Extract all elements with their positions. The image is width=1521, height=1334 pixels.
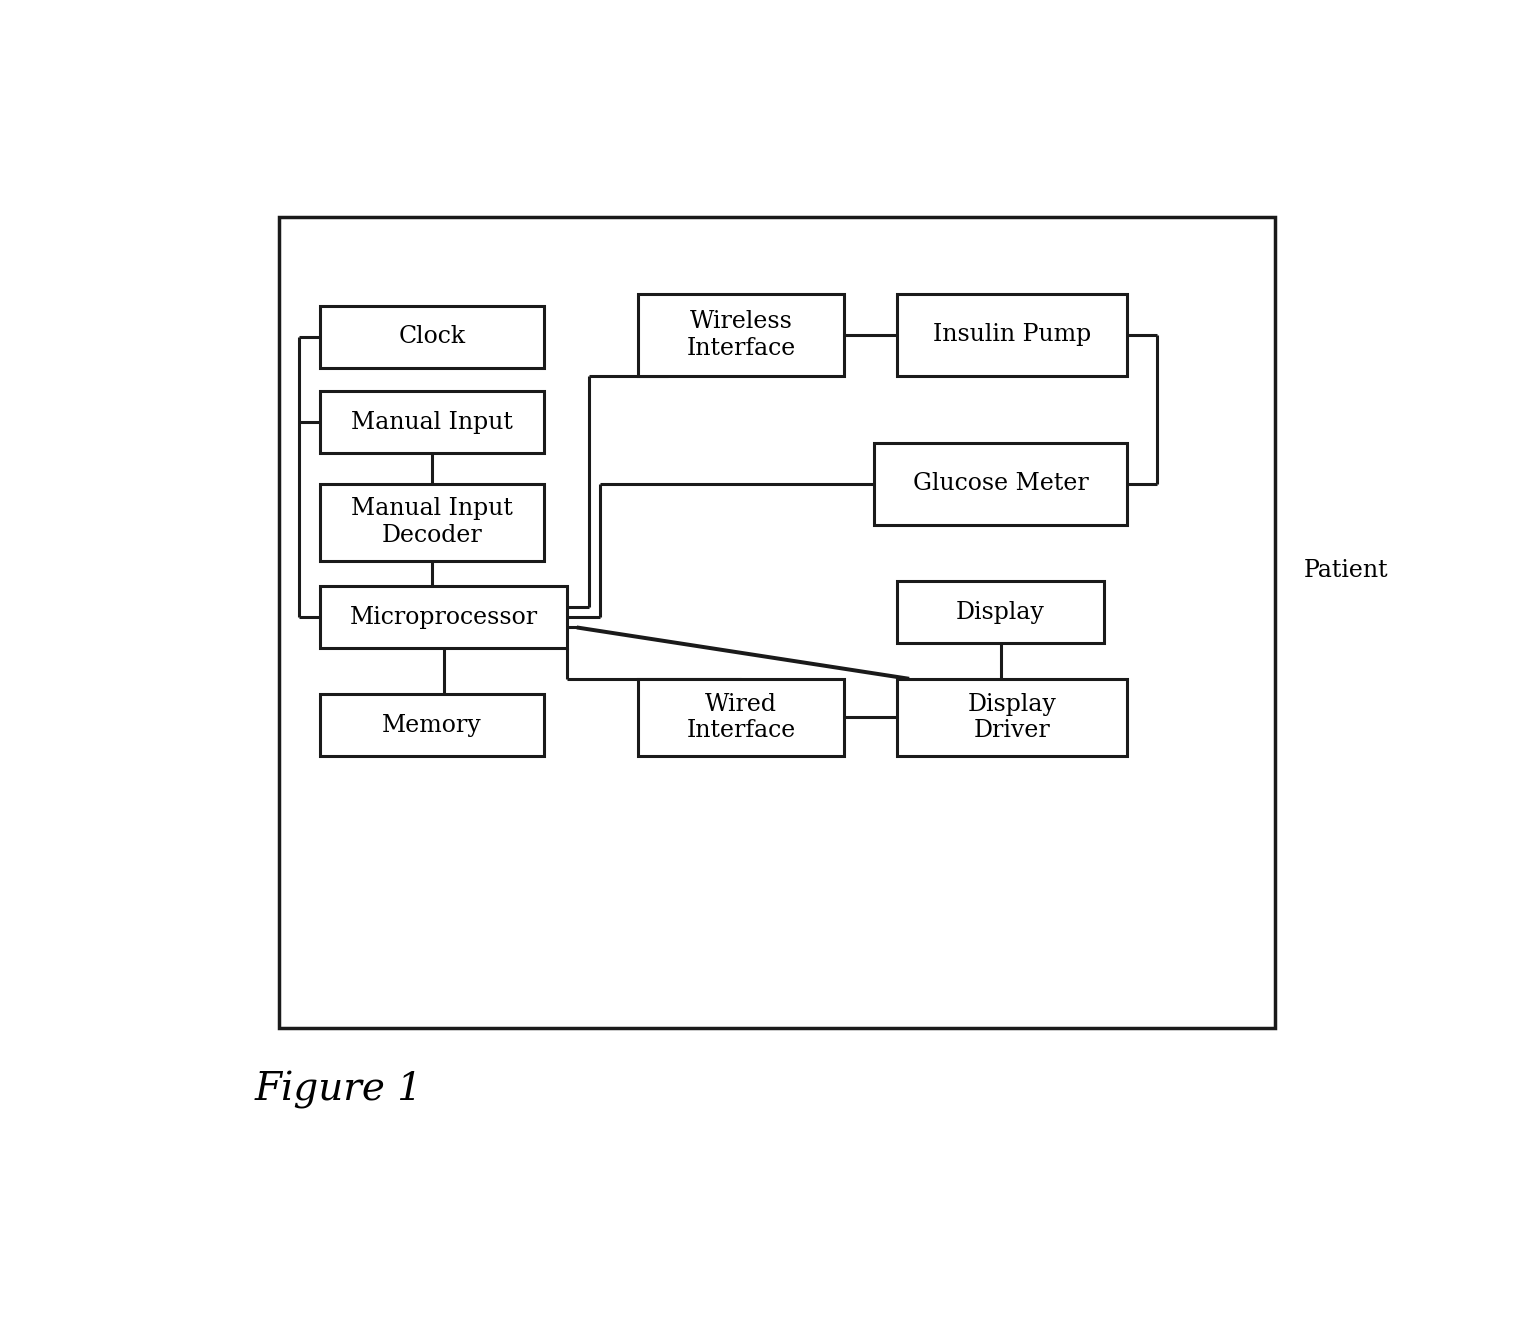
Text: Wired
Interface: Wired Interface (686, 692, 795, 742)
FancyBboxPatch shape (873, 443, 1127, 524)
FancyBboxPatch shape (278, 216, 1275, 1029)
Text: Patient: Patient (1303, 559, 1389, 583)
Text: Display: Display (957, 600, 1045, 623)
Text: Insulin Pump: Insulin Pump (934, 323, 1092, 347)
Text: Display
Driver: Display Driver (967, 692, 1057, 742)
FancyBboxPatch shape (319, 305, 545, 368)
FancyBboxPatch shape (319, 484, 545, 560)
Text: Clock: Clock (399, 325, 465, 348)
FancyBboxPatch shape (319, 391, 545, 452)
FancyBboxPatch shape (897, 679, 1127, 756)
Text: Manual Input: Manual Input (351, 411, 513, 434)
FancyBboxPatch shape (319, 694, 545, 756)
Text: Memory: Memory (382, 714, 482, 736)
FancyBboxPatch shape (319, 587, 567, 648)
FancyBboxPatch shape (897, 293, 1127, 376)
FancyBboxPatch shape (639, 293, 844, 376)
Text: Wireless
Interface: Wireless Interface (686, 309, 795, 359)
Text: Figure 1: Figure 1 (256, 1071, 423, 1109)
Text: Manual Input
Decoder: Manual Input Decoder (351, 498, 513, 547)
FancyBboxPatch shape (897, 582, 1104, 643)
Text: Glucose Meter: Glucose Meter (913, 472, 1089, 495)
Text: Microprocessor: Microprocessor (350, 606, 537, 628)
FancyBboxPatch shape (639, 679, 844, 756)
